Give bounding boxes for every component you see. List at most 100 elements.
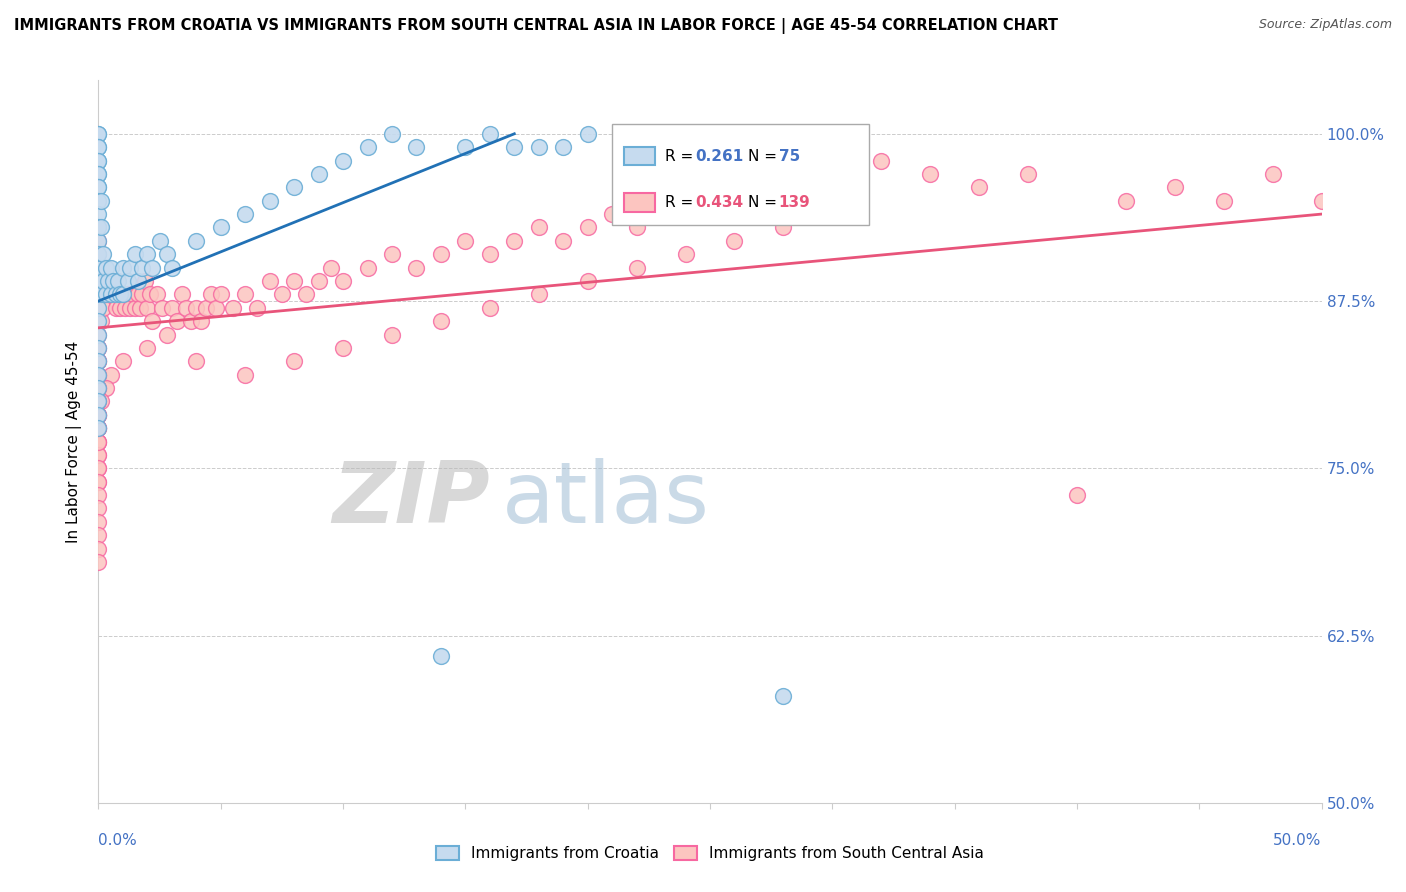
Point [94,381,117,395]
Bar [624,194,655,211]
Point [87,475,110,489]
Point [381,247,404,261]
Point [332,153,354,168]
Point [87,381,110,395]
Point [527,287,550,301]
Point [699,194,721,208]
Point [87,354,110,368]
Point [87,421,110,435]
Text: 0.261: 0.261 [696,148,744,163]
Point [97,274,120,288]
Point [503,234,526,248]
Point [283,274,305,288]
Point [205,301,228,315]
Point [156,247,179,261]
Point [576,274,599,288]
Point [576,127,599,141]
Point [111,287,134,301]
Point [87,515,110,529]
Point [131,287,153,301]
Point [1017,167,1039,181]
Point [111,287,134,301]
Point [748,180,770,194]
Point [87,153,110,168]
Point [150,301,173,315]
Point [209,287,232,301]
Point [87,461,110,475]
Point [87,368,110,382]
Point [87,234,110,248]
Point [87,421,110,435]
Point [553,234,575,248]
Point [87,140,110,154]
Point [87,127,110,141]
Point [136,301,159,315]
Point [87,180,110,194]
FancyBboxPatch shape [612,124,869,225]
Point [527,140,550,154]
Point [136,341,159,355]
Point [478,127,501,141]
Point [87,301,110,315]
Point [139,287,162,301]
Point [87,180,110,194]
Point [920,167,942,181]
Point [195,301,218,315]
Point [259,274,281,288]
Point [87,408,110,422]
Point [100,287,122,301]
Point [87,274,110,288]
Point [141,314,163,328]
Point [136,247,159,261]
Point [100,287,122,301]
Point [87,368,110,382]
Point [87,434,110,449]
Point [233,368,256,382]
Point [87,167,110,181]
Legend: Immigrants from Croatia, Immigrants from South Central Asia: Immigrants from Croatia, Immigrants from… [430,839,990,867]
Point [117,274,139,288]
Point [381,327,404,342]
Point [87,421,110,435]
Point [478,301,501,315]
Point [87,541,110,556]
Point [87,341,110,355]
Point [124,301,146,315]
Point [600,207,623,221]
Point [821,167,844,181]
Point [87,394,110,409]
Point [87,448,110,462]
Point [101,274,124,288]
Bar [624,147,655,165]
Point [454,234,477,248]
Point [308,167,330,181]
Point [87,194,110,208]
Point [87,421,110,435]
Point [107,274,129,288]
Point [430,648,453,663]
Point [120,260,142,275]
Point [97,274,120,288]
Point [87,448,110,462]
Point [87,461,110,475]
Point [127,274,149,288]
Point [87,247,110,261]
Point [87,314,110,328]
Point [87,287,110,301]
Point [87,421,110,435]
Point [626,260,648,275]
Point [87,260,110,275]
Point [1310,194,1333,208]
Point [110,301,132,315]
Point [94,287,117,301]
Point [356,140,378,154]
Point [87,528,110,542]
Point [90,314,112,328]
Point [356,260,378,275]
Point [190,314,212,328]
Point [626,220,648,235]
Point [405,140,427,154]
Point [129,301,152,315]
Point [176,301,198,315]
Point [87,381,110,395]
